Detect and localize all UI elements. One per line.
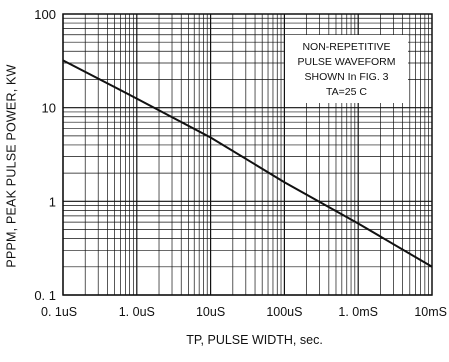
x-tick-label: 10uS (196, 305, 225, 319)
annotation-line: TA=25 C (326, 86, 367, 98)
x-tick-label: 10mS (414, 305, 447, 319)
x-tick-label: 0. 1uS (41, 305, 77, 319)
y-tick-label: 1 (49, 194, 56, 209)
x-tick-label: 1. 0mS (338, 305, 378, 319)
y-tick-label: 0. 1 (34, 288, 56, 303)
annotation-background (285, 35, 408, 103)
minor-grid (63, 14, 432, 295)
y-tick-labels: 0. 1 1 10 100 (34, 7, 56, 303)
plot-frame (62, 13, 433, 296)
x-tick-label: 100uS (266, 305, 302, 319)
annotation-line: NON-REPETITIVE (302, 41, 390, 53)
annotation-box: NON-REPETITIVE PULSE WAVEFORM SHOWN In FIG… (285, 35, 408, 103)
x-axis-title: TP, PULSE WIDTH, sec. (186, 333, 323, 347)
series-line-1 (62, 59, 433, 268)
y-axis-title: PPPM, PEAK PULSE POWER, KW (5, 64, 20, 268)
y-axis-title-wrap: PPPM, PEAK PULSE POWER, KW (2, 18, 22, 314)
y-tick-label: 100 (34, 7, 56, 22)
series-group (62, 59, 433, 268)
y-tick-label: 10 (42, 101, 56, 116)
annotation-line: PULSE WAVEFORM (297, 56, 395, 68)
x-tick-label: 1. 0uS (119, 305, 155, 319)
annotation-line: SHOWN In FIG. 3 (304, 71, 388, 83)
x-tick-labels: 0. 1uS 1. 0uS 10uS 100uS 1. 0mS 10mS (41, 305, 447, 319)
